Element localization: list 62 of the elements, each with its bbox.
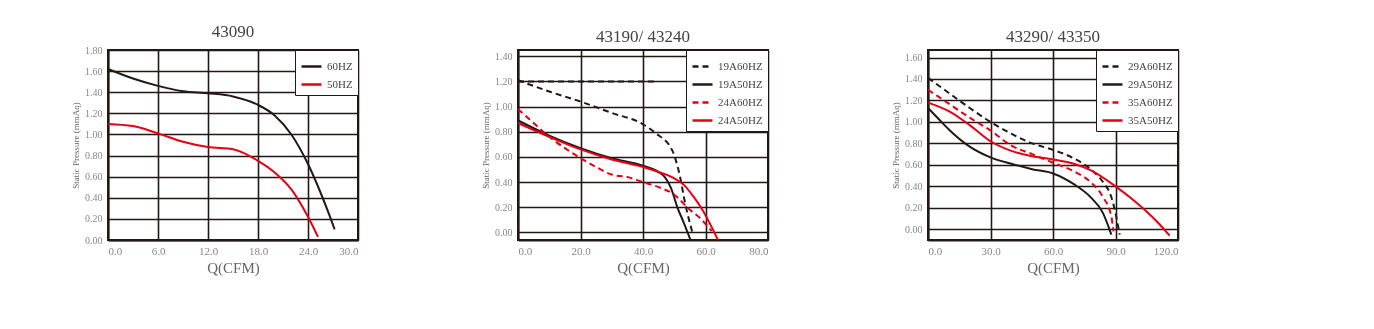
legend-label: 19A50HZ [718,77,763,90]
y-axis-title: Static Pressure (mmAq) [481,102,491,189]
y-tick-label: 0.00 [905,223,923,235]
y-tick-label: 1.20 [85,107,103,119]
y-tick-label: 0.80 [85,150,103,162]
y-tick-label: 0.80 [905,137,923,149]
x-tick-label: 24.0 [298,244,319,257]
x-tick-label: 0.0 [928,244,943,257]
x-axis-title: Q(CFM) [207,259,260,277]
y-tick-label: 1.00 [495,101,513,113]
y-tick-label: 1.60 [85,65,103,77]
y-tick-label: 0.60 [905,159,923,171]
x-tick-label: 0.0 [518,244,533,257]
y-tick-label: 1.00 [85,128,103,140]
chart-title: 43290/ 43350 [1006,26,1100,46]
x-tick-label: 12.0 [198,244,219,257]
legend-label: 60HZ [327,59,353,72]
y-tick-label: 1.40 [905,73,923,85]
x-tick-label: 6.0 [151,244,166,257]
x-tick-label: 30.0 [981,244,1002,257]
y-tick-label: 0.40 [905,180,923,192]
legend-label: 35A50HZ [1128,113,1173,126]
legend-label: 24A50HZ [718,113,763,126]
y-tick-label: 1.00 [905,116,923,128]
x-tick-label: 90.0 [1106,244,1127,257]
legend-label: 19A60HZ [718,59,763,72]
legend-label: 24A60HZ [718,95,763,108]
y-tick-label: 1.60 [905,52,923,64]
y-tick-label: 1.20 [905,94,923,106]
x-tick-label: 120.0 [1153,244,1179,257]
y-tick-label: 0.40 [495,176,513,188]
y-tick-label: 1.40 [495,50,513,62]
x-tick-label: 60.0 [696,244,717,257]
y-tick-label: 0.60 [495,151,513,163]
legend-label: 29A60HZ [1128,59,1173,72]
y-tick-label: 1.80 [85,44,103,56]
x-tick-label: 30.0 [339,244,359,257]
y-tick-label: 0.20 [495,201,513,213]
x-tick-label: 0.0 [108,244,123,257]
legend-label: 35A60HZ [1128,95,1173,108]
y-tick-label: 0.20 [85,213,103,225]
x-tick-label: 40.0 [633,244,654,257]
y-tick-label: 0.00 [495,226,513,238]
chart-title: 43190/ 43240 [596,26,690,46]
x-tick-label: 60.0 [1043,244,1064,257]
y-axis-title: Static Pressure (mmAq) [891,102,901,189]
y-tick-label: 0.20 [905,202,923,214]
y-tick-label: 1.20 [495,75,513,87]
x-axis-title: Q(CFM) [1027,259,1080,277]
x-tick-label: 20.0 [571,244,592,257]
chart-title: 43090 [211,22,255,41]
y-tick-label: 0.80 [495,126,513,138]
legend-label: 50HZ [327,77,353,90]
y-axis-title: Static Pressure (mmAq) [71,102,81,189]
x-tick-label: 18.0 [248,244,269,257]
y-tick-label: 0.60 [85,171,103,183]
y-tick-label: 0.00 [85,234,103,246]
x-tick-label: 80.0 [749,244,769,257]
x-axis-title: Q(CFM) [617,259,670,277]
legend-label: 29A50HZ [1128,77,1173,90]
y-tick-label: 1.40 [85,86,103,98]
y-tick-label: 0.40 [85,192,103,204]
